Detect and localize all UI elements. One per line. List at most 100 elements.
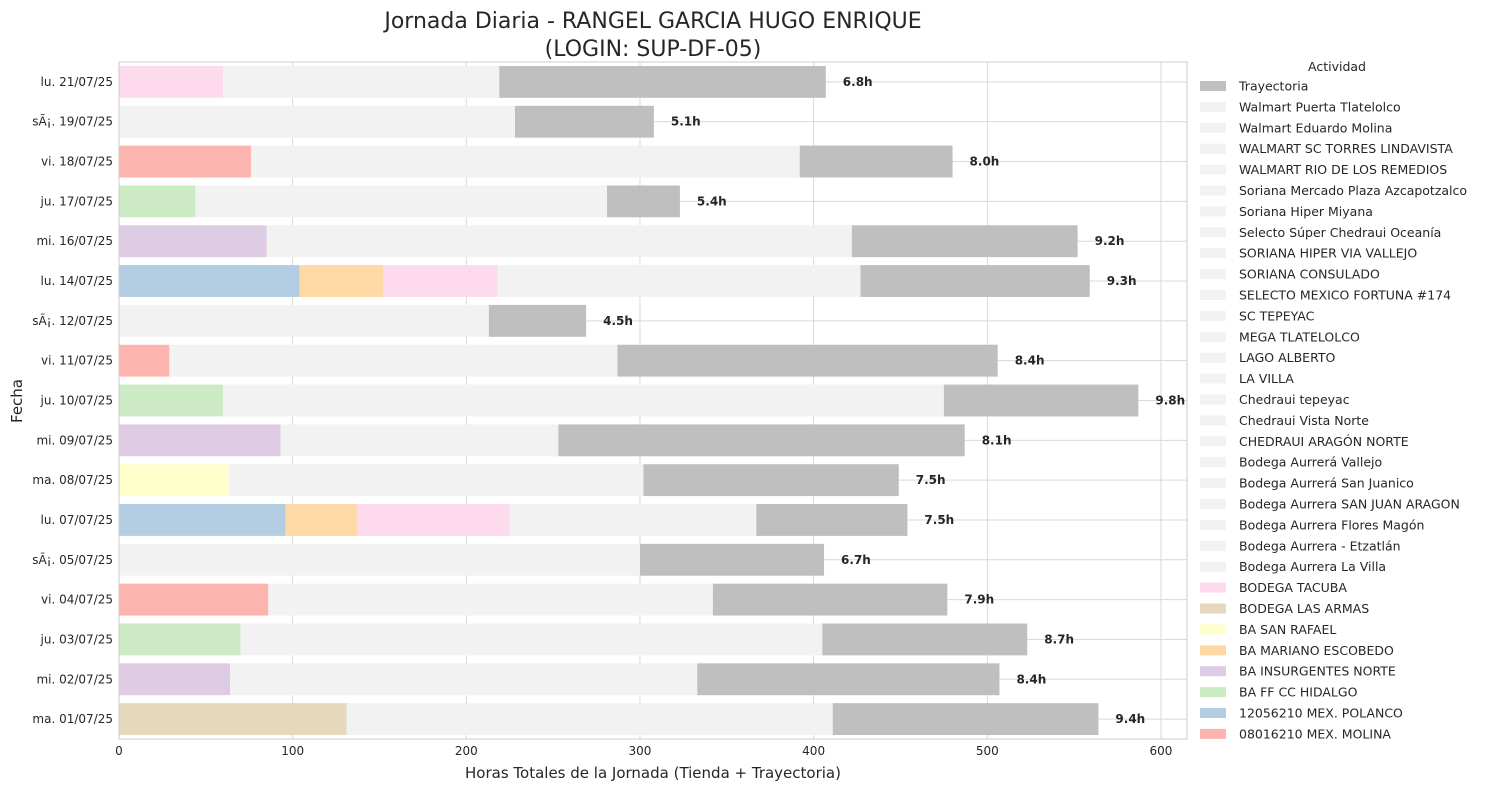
bar-segment <box>712 583 948 616</box>
legend-entry: SORIANA HIPER VIA VALLEJO <box>1239 246 1417 261</box>
total-hours-label: 6.8h <box>843 75 873 89</box>
bar-segment <box>514 105 654 138</box>
legend-entry: Selecto Súper Chedraui Oceanía <box>1239 225 1441 240</box>
x-tick-label: 300 <box>629 744 652 758</box>
legend: Actividad Trayectoria Walmart Puerta Tlat… <box>1200 59 1467 741</box>
bar-segment <box>822 623 1028 656</box>
legend-entry: Soriana Hiper Miyana <box>1239 204 1373 219</box>
legend-entry: BA MARIANO ESCOBEDO <box>1239 643 1394 658</box>
x-tick-label: 200 <box>455 744 478 758</box>
legend-entry: SELECTO MEXICO FORTUNA #174 <box>1239 288 1451 303</box>
bar-segment <box>285 504 357 536</box>
bar-segment <box>223 65 500 98</box>
bar-segment <box>119 464 229 497</box>
y-tick-label: lu. 21/07/25 <box>41 75 113 89</box>
total-hours-label: 8.7h <box>1044 632 1074 646</box>
legend-swatch <box>1200 582 1226 593</box>
bar-segment <box>119 424 281 457</box>
bar-segment <box>119 65 224 98</box>
legend-entry: Trayectoria <box>1238 79 1308 94</box>
y-tick-label: ju. 03/07/25 <box>40 632 113 646</box>
total-hours-label: 4.5h <box>603 314 633 328</box>
total-hours-label: 9.3h <box>1107 274 1137 288</box>
legend-swatch <box>1200 728 1226 739</box>
bar-segment <box>799 145 953 178</box>
legend-swatch <box>1200 561 1226 572</box>
y-tick-label: mi. 02/07/25 <box>36 672 113 686</box>
x-axis-label: Horas Totales de la Jornada (Tienda + Tr… <box>465 764 841 782</box>
legend-swatch <box>1200 206 1226 217</box>
y-tick-label: ju. 10/07/25 <box>40 394 113 408</box>
bar-segment <box>606 185 680 218</box>
y-axis-label: Fecha <box>8 379 26 423</box>
legend-swatch <box>1200 540 1226 551</box>
y-tick-label: ju. 17/07/25 <box>40 194 113 208</box>
y-tick-label: lu. 14/07/25 <box>41 274 113 288</box>
legend-entry: BA SAN RAFAEL <box>1239 622 1336 637</box>
bar-segment <box>499 65 826 98</box>
legend-entry: BA FF CC HIDALGO <box>1239 685 1358 700</box>
legend-swatch <box>1200 352 1226 363</box>
legend-entry: Walmart Puerta Tlatelolco <box>1239 99 1401 114</box>
chart-title-line2: (LOGIN: SUP-DF-05) <box>545 37 762 62</box>
legend-entry: Bodega Aurrera - Etzatlán <box>1239 538 1401 553</box>
bar-segment <box>382 265 498 297</box>
legend-entry: Bodega Aurrera La Villa <box>1239 559 1386 574</box>
total-hours-label: 8.1h <box>982 433 1012 447</box>
legend-swatch <box>1200 81 1226 91</box>
legend-entry: BA INSURGENTES NORTE <box>1239 664 1396 679</box>
legend-swatch <box>1200 478 1226 489</box>
legend-swatch <box>1200 687 1226 698</box>
legend-swatch <box>1200 227 1226 238</box>
legend-entry: BODEGA LAS ARMAS <box>1239 601 1369 616</box>
x-tick-labels: 0 100 200 300 400 500 600 <box>115 744 1172 758</box>
bar-segment <box>356 504 510 536</box>
legend-swatch <box>1200 164 1226 175</box>
legend-entry: Bodega Aurrera SAN JUAN ARAGON <box>1239 497 1460 512</box>
bar-segment <box>250 145 800 178</box>
legend-entry: BODEGA TACUBA <box>1239 580 1347 595</box>
total-hours-label: 7.9h <box>964 593 994 607</box>
legend-swatch <box>1200 394 1226 405</box>
legend-entry: Chedraui tepeyac <box>1239 392 1350 407</box>
total-hours-label: 8.4h <box>1015 354 1045 368</box>
bar-segment <box>832 703 1099 736</box>
bar-segment <box>943 384 1139 417</box>
bar-segment <box>119 623 241 656</box>
bar-segment <box>119 185 196 218</box>
bar-segment <box>643 464 899 497</box>
bar-segment <box>497 265 861 297</box>
total-hours-label: 7.5h <box>916 473 946 487</box>
legend-swatch <box>1200 415 1226 426</box>
bar-segment <box>558 424 965 457</box>
bar-segment <box>697 663 1000 696</box>
bar-segment <box>860 265 1090 297</box>
total-hours-label: 9.8h <box>1155 394 1185 408</box>
bar-segment <box>119 384 224 417</box>
legend-entry: 12056210 MEX. POLANCO <box>1239 706 1403 721</box>
legend-swatch <box>1200 310 1226 321</box>
legend-swatch <box>1200 457 1226 468</box>
legend-swatch <box>1200 708 1226 718</box>
x-tick-label: 600 <box>1149 744 1172 758</box>
total-hours-label: 7.5h <box>924 513 954 527</box>
legend-swatch <box>1200 101 1226 112</box>
legend-entry: Soriana Mercado Plaza Azcapotzalco <box>1239 183 1467 198</box>
legend-entry: Bodega Aurrera Flores Magón <box>1239 517 1424 532</box>
y-tick-label: vi. 04/07/25 <box>41 593 113 607</box>
bars <box>119 65 1139 736</box>
x-tick-label: 500 <box>976 744 999 758</box>
bar-segment <box>228 464 644 497</box>
y-tick-label: sÃ¡. 12/07/25 <box>32 313 113 328</box>
chart-title-line1: Jornada Diaria - RANGEL GARCIA HUGO ENRI… <box>382 9 921 34</box>
bar-segment <box>266 225 852 258</box>
total-hours-label: 9.2h <box>1095 234 1125 248</box>
bar-segment <box>119 583 269 616</box>
bar-segment <box>299 265 383 297</box>
legend-swatch <box>1200 519 1226 530</box>
bar-segment <box>119 504 286 536</box>
legend-entry: SORIANA CONSULADO <box>1239 267 1380 282</box>
y-tick-label: vi. 18/07/25 <box>41 155 113 169</box>
bar-segment <box>119 543 640 576</box>
total-hours-label: 8.4h <box>1016 672 1046 686</box>
